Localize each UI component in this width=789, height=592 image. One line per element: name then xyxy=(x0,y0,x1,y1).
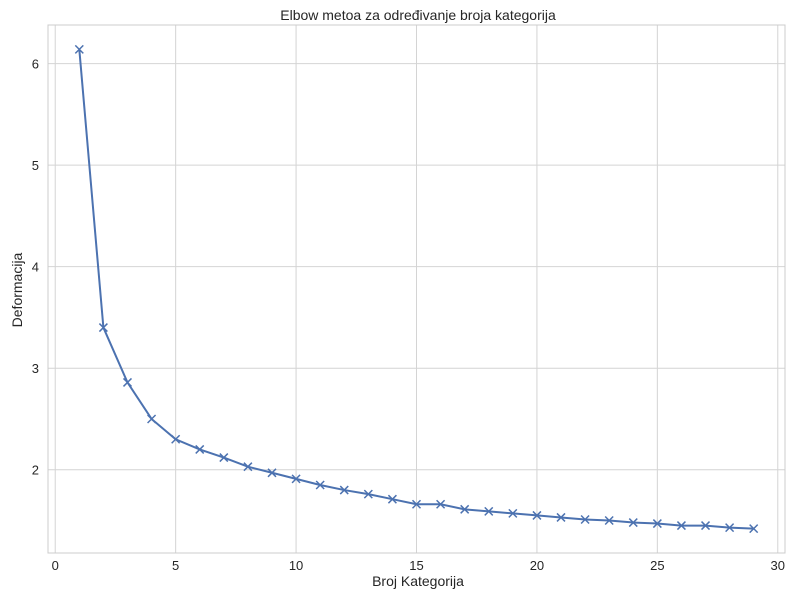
data-point-marker xyxy=(291,474,301,484)
data-point-marker xyxy=(315,480,325,490)
data-point-marker xyxy=(243,462,253,472)
y-tick-label: 6 xyxy=(32,57,39,72)
data-point-marker xyxy=(74,44,84,54)
grid-lines xyxy=(48,25,785,553)
x-tick-label: 20 xyxy=(530,558,544,573)
data-point-marker xyxy=(460,504,470,514)
data-point-marker xyxy=(411,499,422,509)
data-point-marker xyxy=(339,485,349,495)
plot-frame xyxy=(47,24,786,554)
data-point-marker xyxy=(122,377,133,387)
data-point-marker xyxy=(387,494,397,504)
x-tick-labels: 0 5 10 15 20 25 30 xyxy=(52,558,785,573)
data-point-marker xyxy=(628,518,638,528)
data-point-marker xyxy=(171,434,181,444)
data-point-marker xyxy=(556,512,566,522)
data-markers xyxy=(74,44,759,534)
y-tick-label: 5 xyxy=(32,158,39,173)
data-point-marker xyxy=(436,499,446,509)
data-point-marker xyxy=(219,453,229,463)
y-tick-label: 4 xyxy=(32,260,39,275)
x-tick-label: 15 xyxy=(409,558,423,573)
y-tick-label: 2 xyxy=(32,463,39,478)
data-point-marker xyxy=(508,508,518,518)
y-axis-label: Deformacija xyxy=(9,252,25,327)
y-tick-label: 3 xyxy=(32,361,39,376)
x-tick-label: 0 xyxy=(52,558,59,573)
data-point-marker xyxy=(484,506,494,516)
data-point-marker xyxy=(532,510,542,520)
data-point-marker xyxy=(363,489,373,499)
data-point-marker xyxy=(676,521,686,531)
data-point-marker xyxy=(580,514,590,525)
data-point-marker xyxy=(195,444,205,454)
y-tick-labels: 2 3 4 5 6 xyxy=(32,57,39,478)
x-tick-label: 30 xyxy=(771,558,785,573)
data-point-marker xyxy=(98,323,108,333)
chart-title: Elbow metoa za određivanje broja kategor… xyxy=(280,7,556,23)
x-tick-label: 10 xyxy=(289,558,303,573)
data-point-marker xyxy=(147,414,157,424)
data-point-marker xyxy=(700,521,711,531)
x-axis-label: Broj Kategorija xyxy=(372,573,464,589)
data-point-marker xyxy=(604,515,614,526)
x-tick-label: 25 xyxy=(650,558,664,573)
data-point-marker xyxy=(749,524,759,534)
data-point-marker xyxy=(267,468,277,478)
data-point-marker xyxy=(652,519,662,529)
x-tick-label: 5 xyxy=(172,558,179,573)
data-point-marker xyxy=(725,523,735,533)
